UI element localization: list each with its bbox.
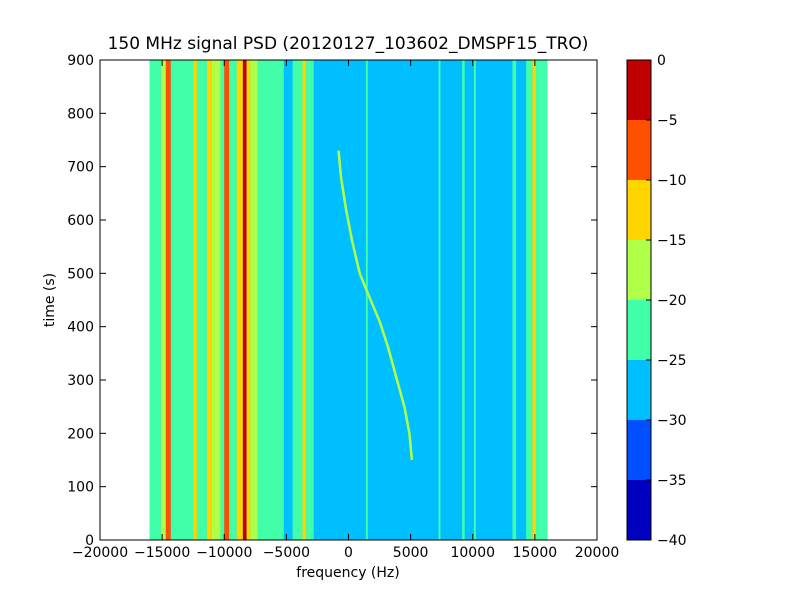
y-tick-label-6: 600: [67, 213, 94, 229]
spectrogram-band-27: [532, 60, 537, 540]
spectrogram-band-9: [224, 60, 230, 540]
spectrogram-band-14: [250, 60, 258, 540]
colorbar: −40 −35 −30 −25 −20 −15 −10 −5 0: [626, 53, 687, 549]
spectrogram-band-11: [236, 60, 243, 540]
doppler-drift-trace: [337, 150, 414, 461]
spectrogram-band-7: [211, 60, 221, 540]
x-axis-label: frequency (Hz): [296, 565, 399, 581]
spectrogram-band-20: [365, 60, 368, 540]
spectrogram-band-8: [220, 60, 225, 540]
x-axis: −20000 −15000 −10000 −5000 0 5000 10000 15000 20…: [72, 60, 619, 561]
chart-title: 150 MHz signal PSD (20120127_103602_DMSP…: [108, 34, 589, 54]
colorbar-segment-4: [627, 240, 651, 300]
colorbar-tick-label-7: −5: [657, 113, 678, 129]
y-axis-label: time (s): [42, 273, 58, 327]
spectrogram-band-23: [473, 60, 476, 540]
y-tick-label-8: 800: [67, 106, 94, 122]
x-tick-label-4: 0: [344, 545, 353, 561]
drift-trace-layer: [337, 150, 414, 461]
colorbar-tick-label-0: −40: [657, 533, 687, 549]
spectrogram-band-12: [242, 60, 247, 540]
bands-layer: [149, 60, 548, 540]
y-tick-label-2: 200: [67, 426, 94, 442]
x-tick-label-2: −10000: [196, 545, 252, 561]
spectrogram-band-2: [165, 60, 171, 540]
spectrogram-band-15: [257, 60, 284, 540]
colorbar-segment-6: [627, 120, 651, 180]
spectrogram-band-18: [302, 60, 307, 540]
spectrogram-band-24: [512, 60, 517, 540]
colorbar-tick-label-8: 0: [657, 53, 666, 69]
spectrogram-band-19: [306, 60, 314, 540]
spectrogram-band-26: [526, 60, 533, 540]
colorbar-tick-label-3: −25: [657, 353, 687, 369]
y-tick-label-4: 400: [67, 320, 94, 336]
plot-area: [99, 59, 598, 541]
x-tick-label-3: −5000: [263, 545, 310, 561]
colorbar-tick-label-5: −15: [657, 233, 687, 249]
spectrogram-band-28: [536, 60, 548, 540]
colorbar-segment-3: [627, 300, 651, 360]
y-tick-label-7: 700: [67, 160, 94, 176]
x-tick-label-1: −15000: [134, 545, 190, 561]
y-tick-label-0: 0: [85, 533, 94, 549]
spectrogram-band-0: [149, 60, 161, 540]
colorbar-tick-label-4: −20: [657, 293, 687, 309]
colorbar-segment-0: [627, 480, 651, 540]
colorbar-segment-5: [627, 180, 651, 240]
y-tick-label-1: 100: [67, 480, 94, 496]
spectrogram-band-22: [462, 60, 465, 540]
spectrogram-band-10: [229, 60, 237, 540]
colorbar-segment-7: [627, 60, 651, 120]
x-tick-label-5: 5000: [393, 545, 429, 561]
colorbar-segment-1: [627, 420, 651, 480]
y-tick-label-5: 500: [67, 266, 94, 282]
spectrogram-band-5: [196, 60, 207, 540]
spectrogram-band-16: [283, 60, 293, 540]
spectrogram-band-3: [170, 60, 194, 540]
x-tick-label-0: −20000: [72, 545, 128, 561]
y-axis: 0 100 200 300 400 500 600 700 800 900: [67, 53, 597, 549]
x-tick-label-8: 20000: [575, 545, 620, 561]
y-tick-label-9: 900: [67, 53, 94, 69]
x-tick-label-7: 15000: [513, 545, 558, 561]
x-tick-label-6: 10000: [450, 545, 495, 561]
colorbar-tick-label-6: −10: [657, 173, 687, 189]
spectrogram-band-1: [160, 60, 166, 540]
y-tick-label-3: 300: [67, 373, 94, 389]
spectrogram-band-21: [438, 60, 441, 540]
spectrogram-band-6: [206, 60, 212, 540]
spectrogram-band-17: [292, 60, 303, 540]
colorbar-segment-2: [627, 360, 651, 420]
spectrogram-band-13: [246, 60, 251, 540]
spectrogram-band-25: [516, 60, 527, 540]
spectrogram-band-4: [193, 60, 197, 540]
colorbar-tick-label-1: −35: [657, 473, 687, 489]
colorbar-tick-label-2: −30: [657, 413, 687, 429]
